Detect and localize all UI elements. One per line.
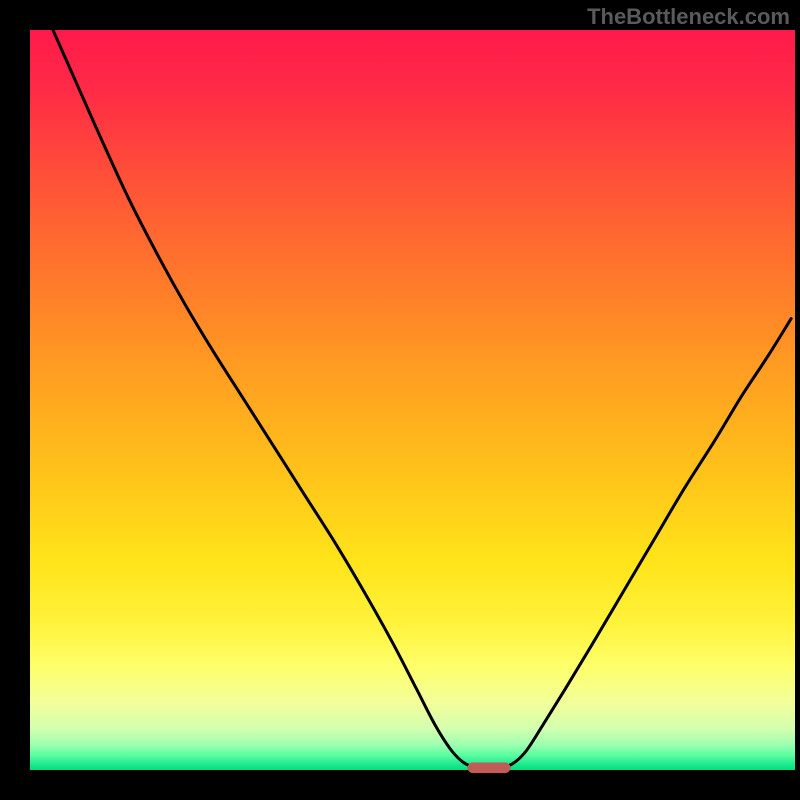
- attribution-label: TheBottleneck.com: [587, 4, 790, 30]
- optimal-marker: [468, 763, 510, 773]
- chart-plot-background: [30, 30, 795, 770]
- chart-container: TheBottleneck.com: [0, 0, 800, 800]
- bottleneck-chart: [0, 0, 800, 800]
